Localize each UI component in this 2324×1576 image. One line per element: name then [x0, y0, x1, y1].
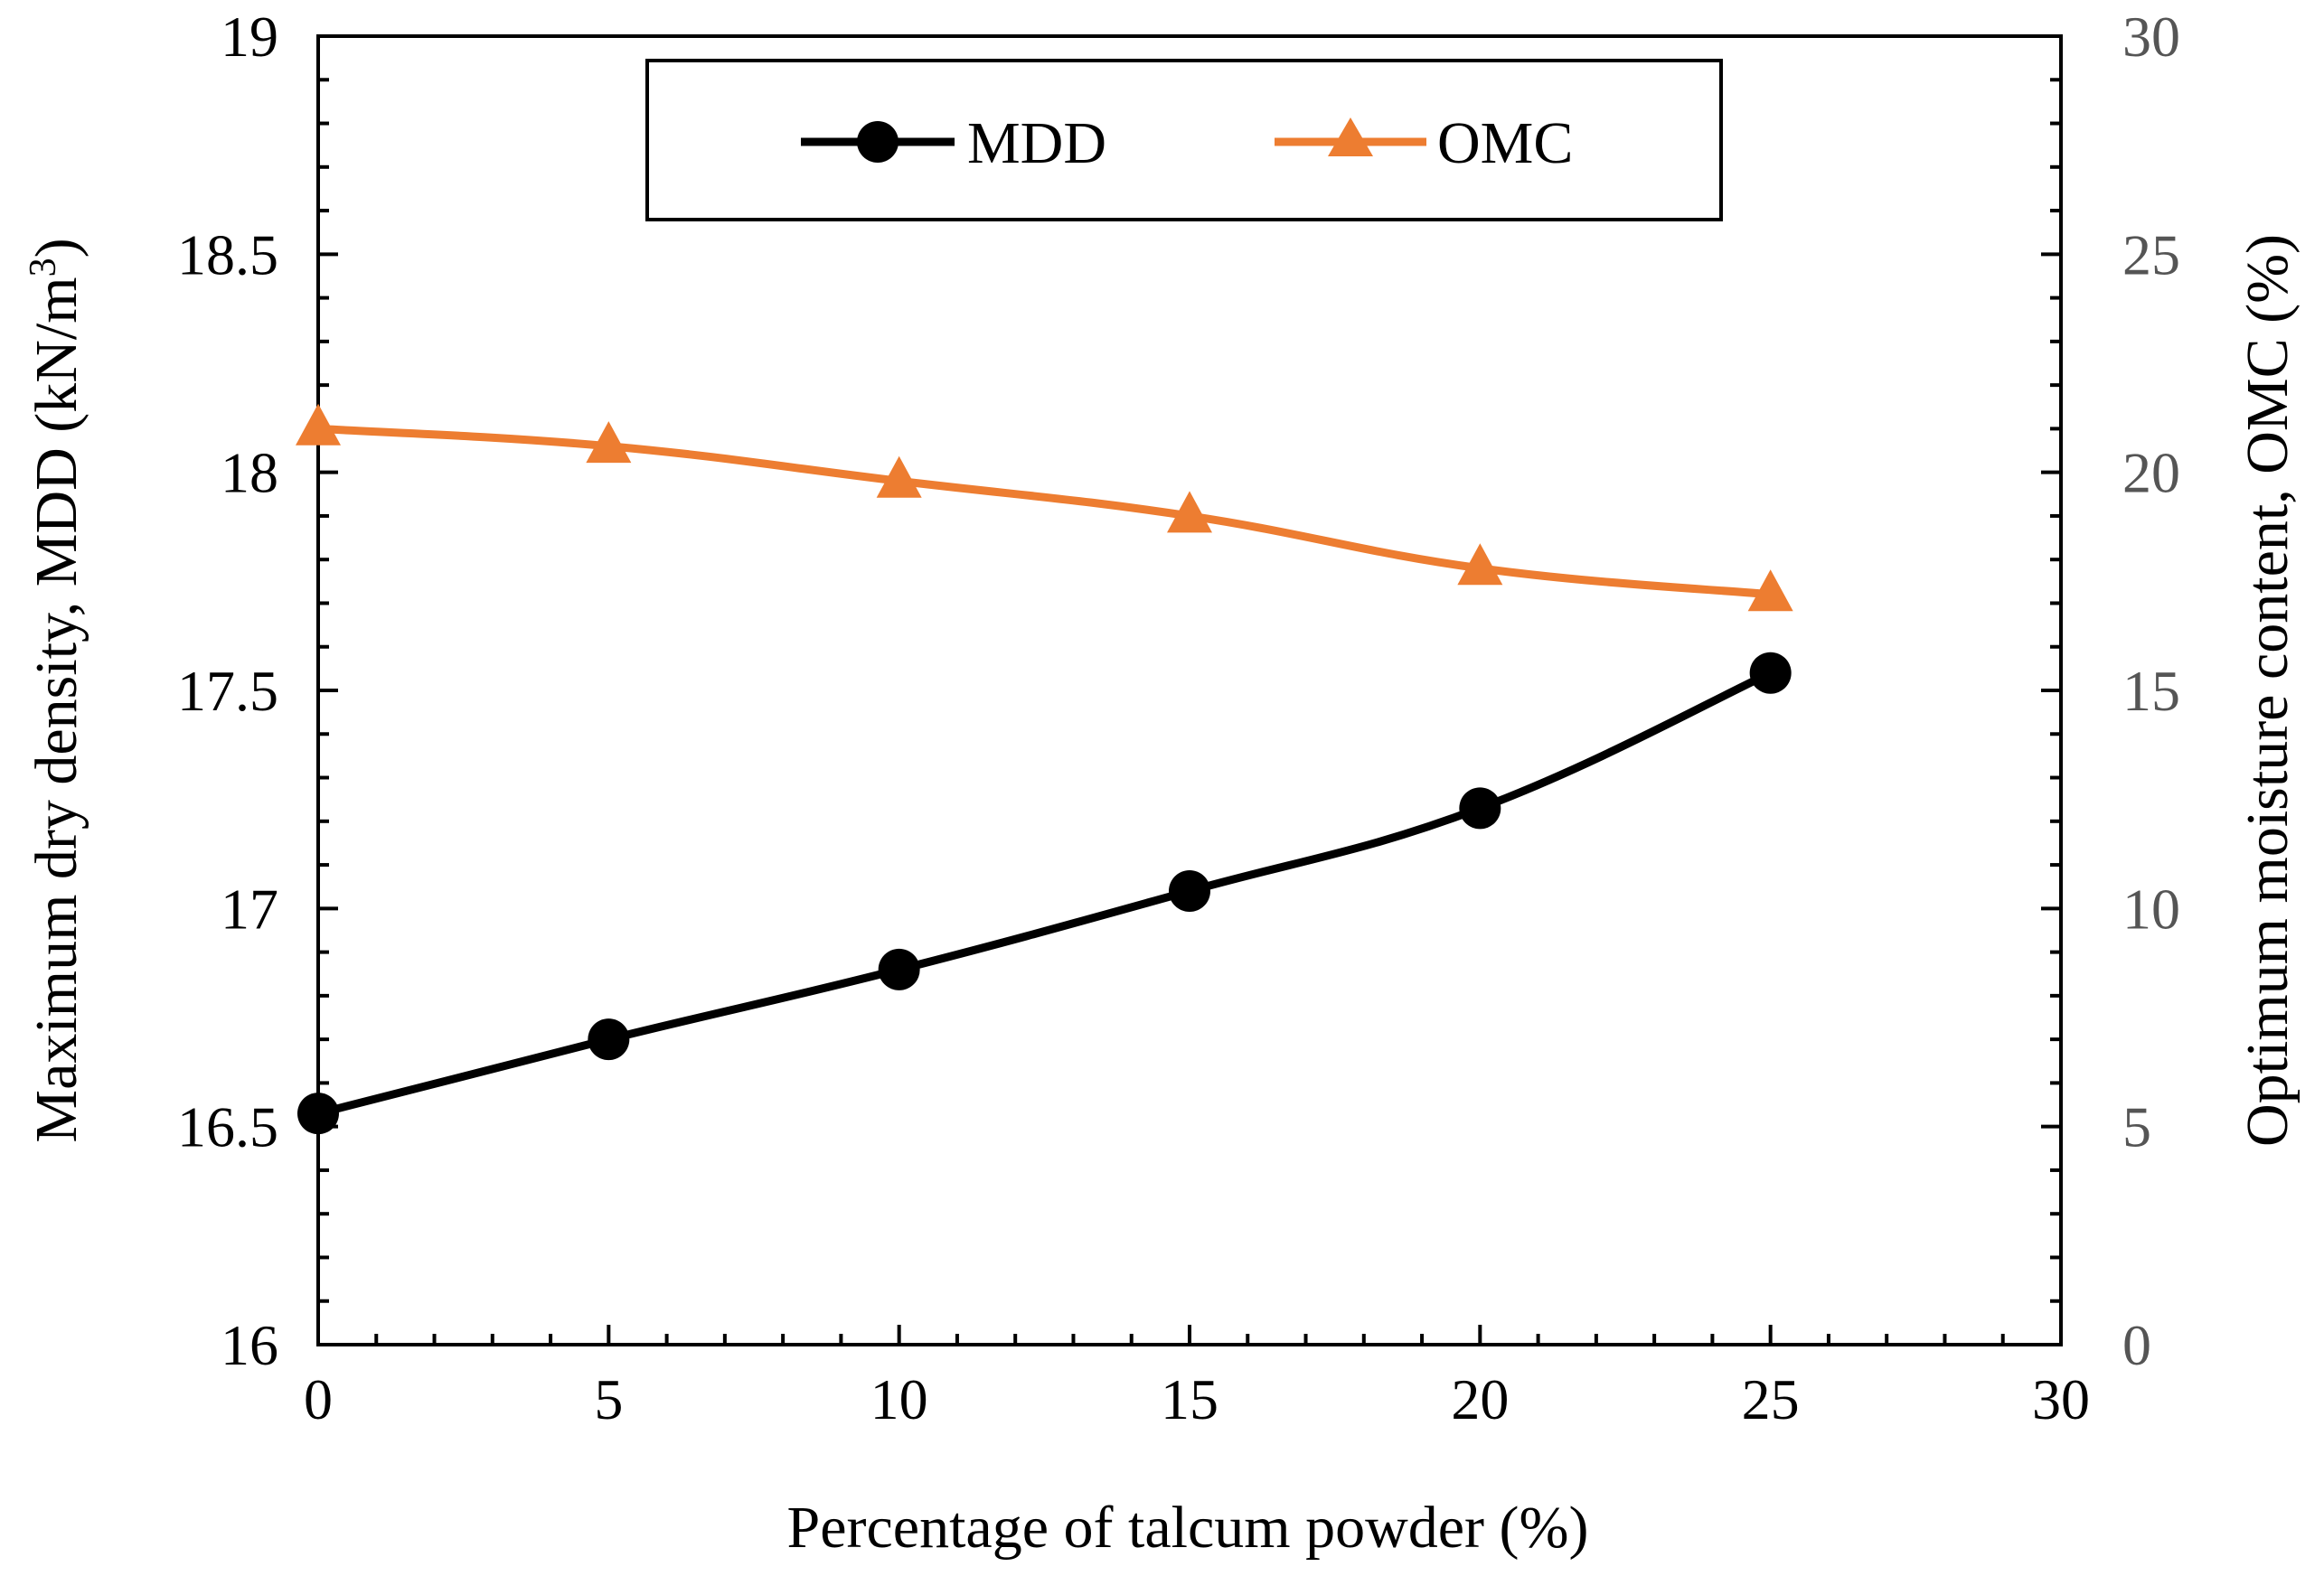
y-right-tick-label: 25 — [2122, 222, 2180, 286]
y-left-tick-label: 16.5 — [177, 1095, 278, 1159]
legend-mdd-label: MDD — [967, 110, 1106, 176]
x-tick-label: 30 — [2032, 1367, 2090, 1431]
mdd-point — [1459, 787, 1501, 830]
plot-area — [316, 34, 2063, 1346]
y-left-tick-label: 17.5 — [177, 659, 278, 723]
x-tick-label: 25 — [1742, 1367, 1800, 1431]
omc-point — [1167, 491, 1212, 533]
mdd-point — [297, 1093, 339, 1135]
omc-point — [586, 421, 632, 464]
mdd-point — [588, 1018, 630, 1061]
omc-point — [1457, 543, 1503, 586]
y-left-axis-title-main: Maximum dry density, MDD (kN/m — [24, 277, 89, 1142]
y-right-tick-label: 20 — [2122, 441, 2180, 505]
legend: MDD OMC — [645, 59, 1723, 221]
mdd-series-line — [316, 669, 1773, 1118]
omc-point — [876, 455, 922, 498]
y-right-axis-title: Optimum moisture content, OMC (%) — [2235, 234, 2300, 1147]
y-right-tick-label: 30 — [2122, 5, 2180, 69]
omc-point — [1747, 569, 1793, 612]
legend-mdd-marker — [857, 121, 899, 163]
omc-series-line — [317, 424, 1772, 599]
x-tick-label: 10 — [870, 1367, 928, 1431]
y-left-tick-label: 18 — [221, 441, 278, 505]
x-axis-ticks: 0 5 10 15 20 25 30 — [304, 1325, 2090, 1431]
y-left-tick-label: 19 — [221, 5, 278, 69]
y-right-tick-label: 5 — [2122, 1095, 2151, 1159]
y-right-axis-ticks: 0 5 10 15 20 25 30 — [2041, 5, 2180, 1377]
y-left-tick-label: 18.5 — [177, 222, 278, 286]
y-right-tick-label: 0 — [2122, 1313, 2151, 1377]
x-tick-label: 15 — [1161, 1367, 1218, 1431]
mdd-point — [1169, 870, 1210, 913]
x-tick-label: 5 — [594, 1367, 623, 1431]
legend-omc-marker — [1328, 117, 1373, 156]
y-left-axis-ticks: 16 16.5 17 17.5 18 18.5 19 — [177, 5, 338, 1377]
x-axis-title: Percentage of talcum powder (%) — [787, 1495, 1589, 1561]
y-left-axis-title-end: ) — [24, 238, 89, 258]
y-left-tick-label: 17 — [221, 877, 278, 941]
y-left-axis-title-sup: 3 — [23, 258, 64, 277]
x-tick-label: 20 — [1451, 1367, 1509, 1431]
omc-point — [296, 403, 341, 446]
y-right-tick-label: 10 — [2122, 877, 2180, 941]
series-layer — [296, 403, 1793, 1135]
mdd-point — [1749, 652, 1792, 694]
mdd-point — [878, 948, 920, 990]
legend-omc-label: OMC — [1437, 110, 1573, 176]
x-tick-label: 0 — [304, 1367, 333, 1431]
y-right-tick-label: 15 — [2122, 659, 2180, 723]
y-left-axis-title: Maximum dry density, MDD (kN/m3) — [23, 238, 89, 1142]
y-left-tick-label: 16 — [221, 1313, 278, 1377]
